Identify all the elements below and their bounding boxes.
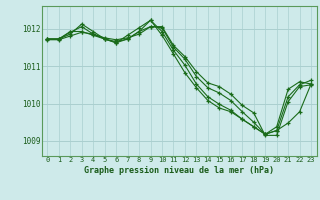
X-axis label: Graphe pression niveau de la mer (hPa): Graphe pression niveau de la mer (hPa): [84, 166, 274, 175]
